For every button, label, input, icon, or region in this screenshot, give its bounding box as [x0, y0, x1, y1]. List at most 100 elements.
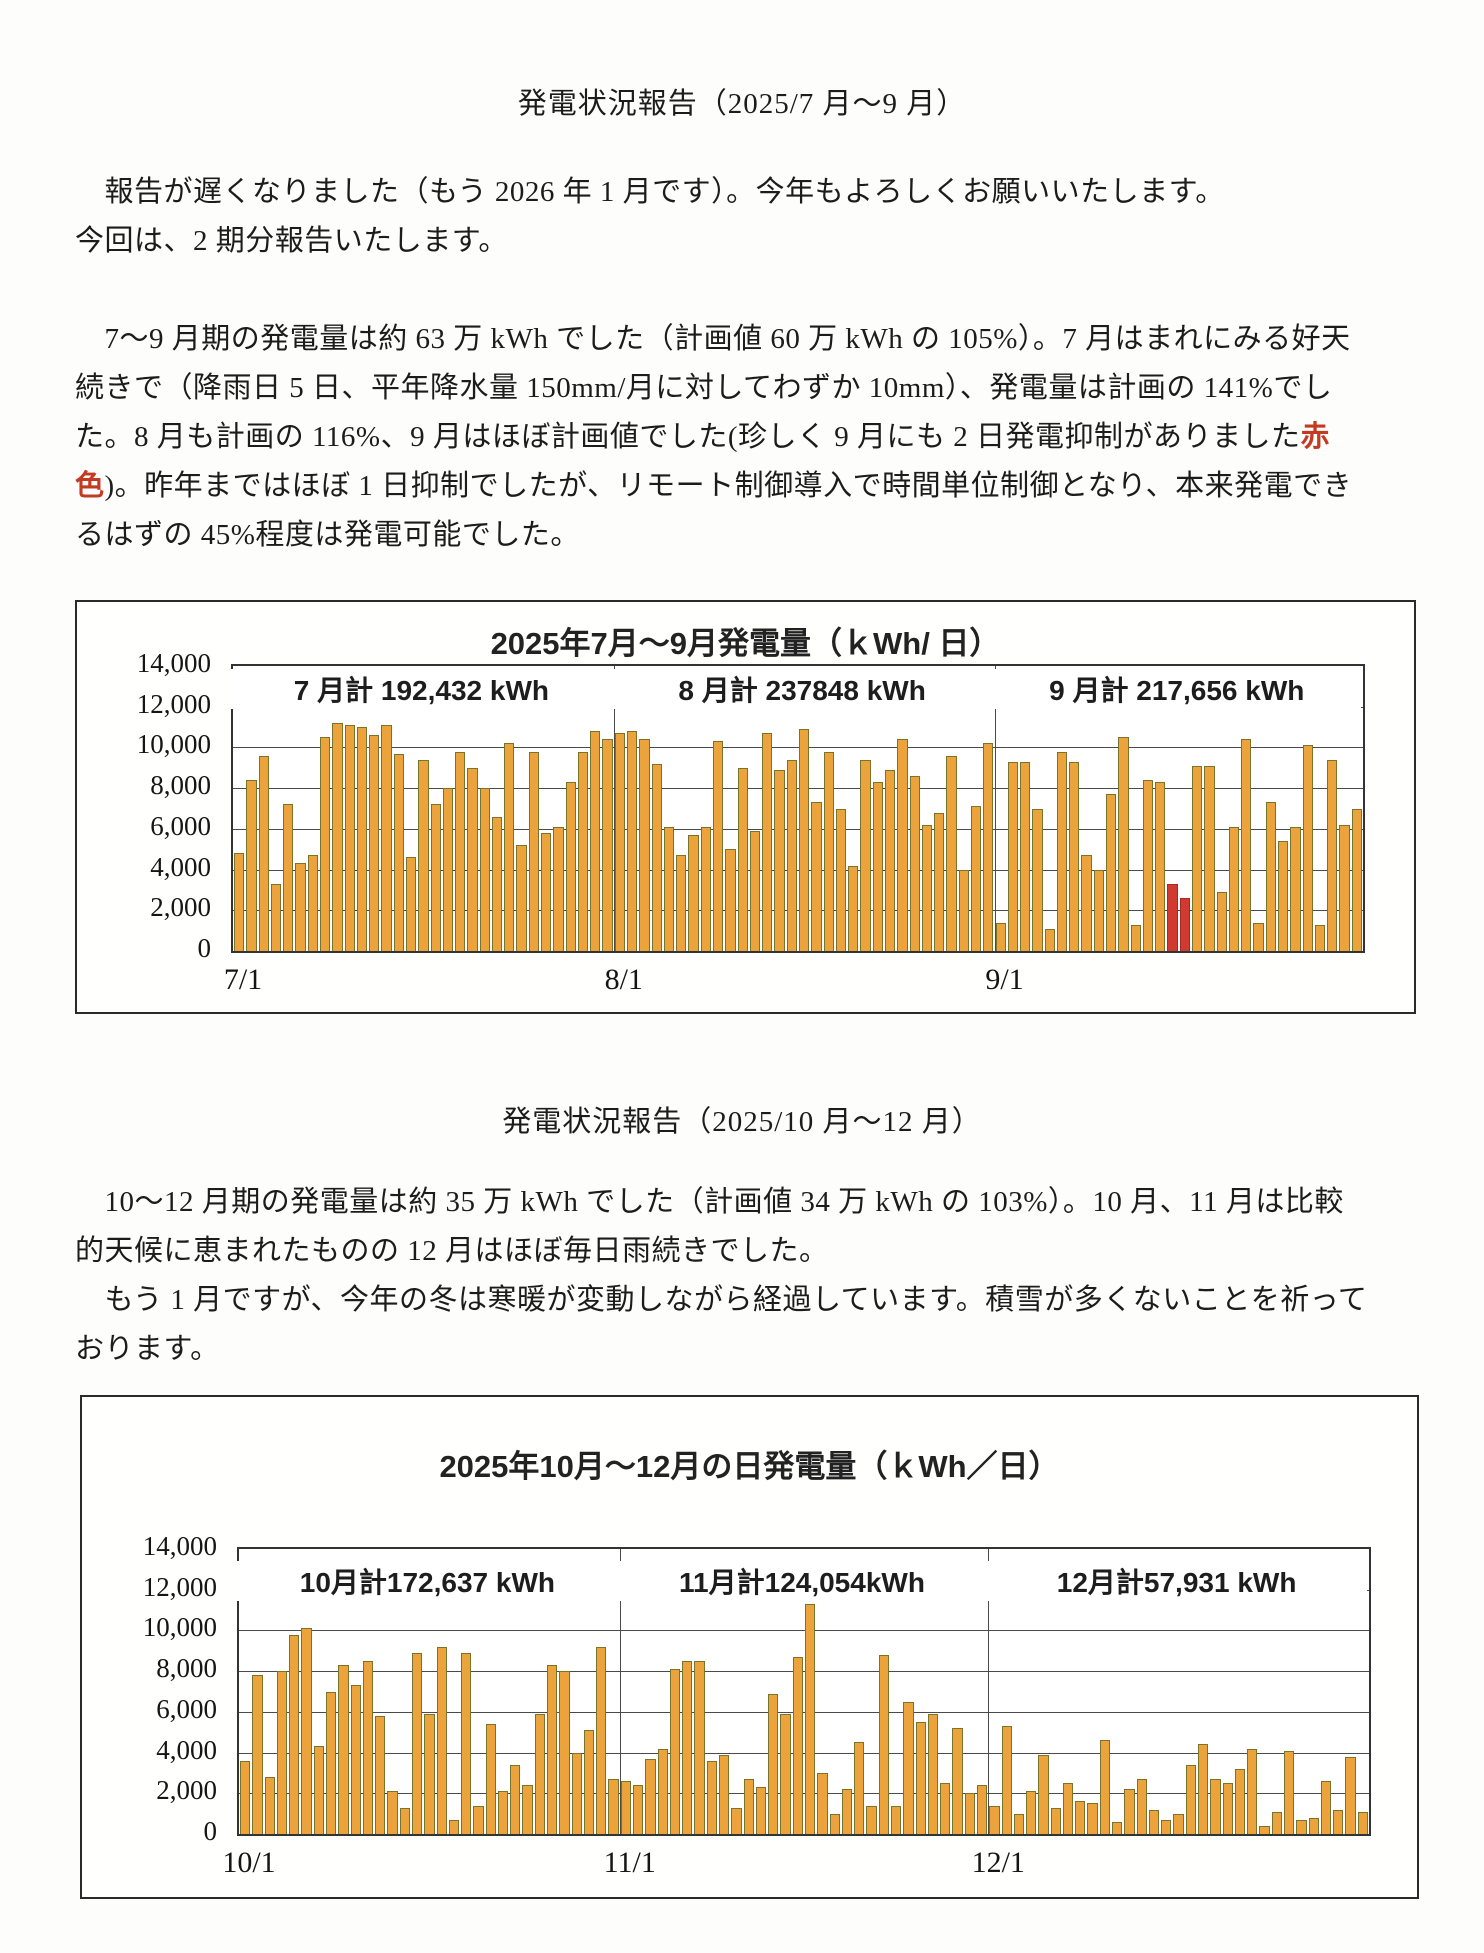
daily-generation-bar	[461, 1652, 472, 1834]
month-total-label: 12月計57,931 kWh	[986, 1561, 1367, 1601]
daily-generation-bar	[995, 922, 1006, 951]
daily-generation-bar	[700, 826, 711, 951]
daily-generation-bar	[1056, 751, 1068, 951]
daily-generation-bar	[1118, 737, 1129, 951]
daily-generation-bar	[442, 788, 454, 951]
month-bars	[233, 666, 614, 951]
daily-generation-bar	[989, 1805, 1000, 1834]
daily-generation-bar	[289, 1634, 300, 1834]
daily-generation-bar	[639, 739, 650, 951]
month-bars	[988, 1549, 1369, 1834]
daily-generation-bar	[325, 1691, 337, 1834]
daily-generation-bar	[823, 751, 834, 951]
daily-generation-bar	[436, 1646, 447, 1834]
daily-generation-bar	[510, 1764, 521, 1834]
daily-generation-bar	[890, 1805, 902, 1834]
daily-generation-bar	[1198, 1744, 1209, 1834]
y-axis-tick-label: 12,000	[136, 688, 211, 719]
daily-generation-bar	[1026, 1791, 1037, 1834]
daily-generation-bar	[381, 725, 392, 951]
daily-generation-bar	[817, 1772, 828, 1834]
daily-generation-bar	[786, 759, 797, 951]
daily-generation-bar	[860, 759, 871, 951]
daily-generation-bar	[1069, 761, 1080, 951]
daily-generation-bar	[1234, 1768, 1246, 1834]
paragraph-text: )。昨年まではほぼ 1 日抑制でしたが、リモート制御導入で時間単位制御となり、本…	[104, 470, 1353, 502]
daily-generation-bar	[792, 1656, 803, 1834]
daily-generation-bar	[627, 731, 638, 951]
daily-generation-bar	[848, 865, 859, 951]
daily-generation-bar	[1308, 1817, 1319, 1834]
daily-generation-bar	[633, 1785, 644, 1834]
daily-generation-bar	[1247, 1748, 1258, 1834]
y-axis-tick-label: 0	[197, 933, 212, 963]
gridline	[233, 828, 1363, 830]
month-total-label: 10月計172,637 kWh	[237, 1561, 618, 1601]
red-highlight-text: 赤	[1300, 421, 1331, 453]
daily-generation-bar	[485, 1724, 496, 1834]
section1-paragraph-1: 報告が遅くなりました（もう 2026 年 1 月です）。今年もよろしくお願いいた…	[75, 168, 1415, 266]
daily-generation-bar	[768, 1693, 779, 1834]
daily-generation-bar	[264, 1777, 275, 1834]
daily-generation-bar	[854, 1742, 865, 1834]
gridline	[233, 788, 1363, 790]
daily-generation-bar	[522, 1785, 533, 1834]
daily-generation-bar	[455, 751, 466, 951]
month-total-label: 8 月計 237848 kWh	[611, 669, 993, 709]
daily-generation-bar	[1112, 1821, 1123, 1834]
daily-generation-bar	[405, 857, 417, 951]
daily-generation-bar	[424, 1713, 435, 1834]
daily-generation-bar	[565, 782, 576, 951]
daily-generation-bar	[1204, 765, 1215, 951]
y-axis-tick-label: 14,000	[142, 1531, 217, 1561]
paragraph-text: もう 1 月ですが、今年の冬は寒暖が変動しながら経過しています。積雪が多くないこ…	[75, 1284, 1368, 1316]
daily-generation-bar	[234, 853, 245, 951]
daily-generation-bar	[688, 834, 699, 951]
daily-generation-bar	[467, 767, 478, 951]
chart-title: 2025年7月～9月発電量（ｋWh/ 日）	[490, 626, 1001, 661]
daily-generation-bar	[375, 1715, 386, 1834]
gridline	[233, 869, 1363, 871]
gridline	[239, 1793, 1369, 1795]
daily-generation-bar	[504, 743, 515, 951]
daily-generation-bar	[1106, 794, 1117, 951]
daily-generation-bar	[246, 780, 257, 951]
daily-generation-bar	[1339, 824, 1350, 951]
daily-generation-bar	[755, 1787, 767, 1834]
paragraph-text: 続きで（降雨日 5 日、平年降水量 150mm/月に対してわずか 10mm）、発…	[75, 372, 1333, 404]
red-highlight-text: 色	[75, 470, 105, 502]
daily-generation-bar	[301, 1628, 312, 1834]
paragraph-text: 10～12 月期の発電量は約 35 万 kWh でした（計画値 34 万 kWh…	[75, 1186, 1344, 1218]
daily-generation-bar	[952, 1728, 963, 1834]
y-axis-tick-label: 2,000	[156, 1775, 217, 1806]
daily-generation-bar	[344, 725, 355, 951]
daily-generation-bar	[1062, 1783, 1074, 1834]
daily-generation-bar	[903, 1701, 914, 1834]
daily-generation-bar	[1087, 1803, 1098, 1834]
daily-generation-bar	[387, 1791, 398, 1834]
daily-generation-bar	[1013, 1813, 1025, 1834]
daily-generation-bar	[737, 767, 748, 951]
daily-generation-bar	[1265, 802, 1276, 951]
y-axis-tick-label: 2,000	[150, 892, 211, 923]
daily-generation-bar	[1302, 745, 1313, 951]
month-divider-line	[988, 1549, 990, 1834]
y-axis-tick-label: 14,000	[136, 648, 211, 678]
daily-generation-bar	[798, 729, 810, 951]
daily-generation-bar	[964, 1793, 975, 1834]
section2-paragraph-1: 10～12 月期の発電量は約 35 万 kWh でした（計画値 34 万 kWh…	[75, 1178, 1415, 1374]
y-axis-tick-label: 6,000	[156, 1693, 217, 1724]
daily-generation-bar	[448, 1819, 460, 1834]
x-axis-tick-label: 7/1	[223, 963, 263, 996]
daily-generation-bar	[418, 759, 429, 951]
daily-generation-bar	[694, 1660, 705, 1834]
paragraph-text: 今回は、2 期分報告いたします。	[75, 225, 508, 257]
curtailment-day-bar	[1167, 883, 1178, 951]
daily-generation-bar	[1253, 922, 1264, 951]
daily-generation-bar	[1081, 855, 1092, 951]
daily-generation-bar	[1314, 924, 1326, 951]
daily-generation-bar	[884, 769, 896, 951]
daily-generation-bar	[1327, 759, 1338, 951]
daily-generation-bar	[1130, 924, 1141, 951]
